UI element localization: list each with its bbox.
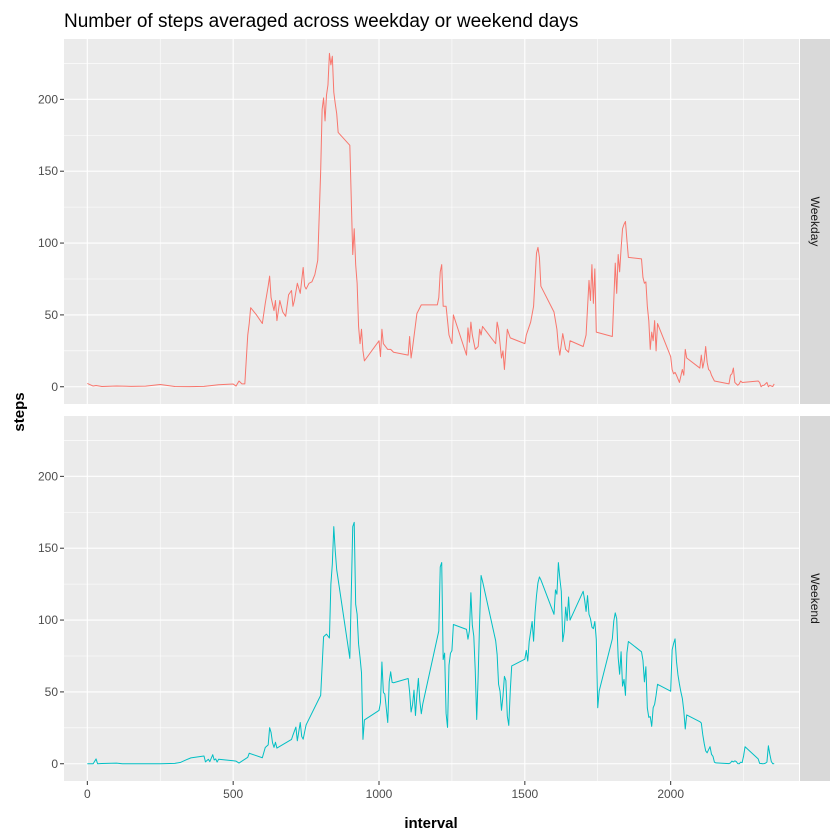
series-line-weekend	[87, 521, 775, 765]
facet-strip-label: Weekend	[808, 573, 822, 623]
y-tick-label: 0	[51, 757, 58, 771]
y-tick-label: 100	[38, 613, 58, 627]
y-tick-label: 150	[38, 164, 58, 178]
series-line-weekday	[87, 52, 775, 388]
facet-panel-weekday: 0 50 100 150 200 Weekday	[38, 39, 830, 404]
panel-background	[64, 416, 799, 781]
y-tick-label: 100	[38, 236, 58, 250]
x-axis: 0 500 1000 1500 2000	[84, 781, 684, 801]
y-tick-label: 50	[45, 685, 59, 699]
chart-title: Number of steps averaged across weekday …	[64, 11, 578, 32]
x-tick-label: 1500	[511, 787, 538, 801]
y-tick-label: 0	[51, 380, 58, 394]
y-axis-title: steps	[11, 392, 28, 431]
facet-panels: 0 50 100 150 200 Weekday 0 50 100 150 200 Weekend	[38, 39, 830, 781]
y-tick-label: 200	[38, 92, 58, 106]
facet-panel-weekend: 0 50 100 150 200 Weekend	[38, 416, 830, 781]
facet-strip	[800, 416, 830, 781]
y-tick-label: 200	[38, 469, 58, 483]
facet-strip	[800, 39, 830, 404]
y-tick-label: 150	[38, 541, 58, 555]
x-tick-label: 2000	[657, 787, 684, 801]
y-tick-label: 50	[45, 308, 59, 322]
panel-background	[64, 39, 799, 404]
x-tick-label: 1000	[366, 787, 393, 801]
x-tick-label: 0	[84, 787, 91, 801]
x-tick-label: 500	[223, 787, 243, 801]
x-axis-title: interval	[404, 815, 457, 832]
facet-strip-label: Weekday	[808, 197, 822, 247]
